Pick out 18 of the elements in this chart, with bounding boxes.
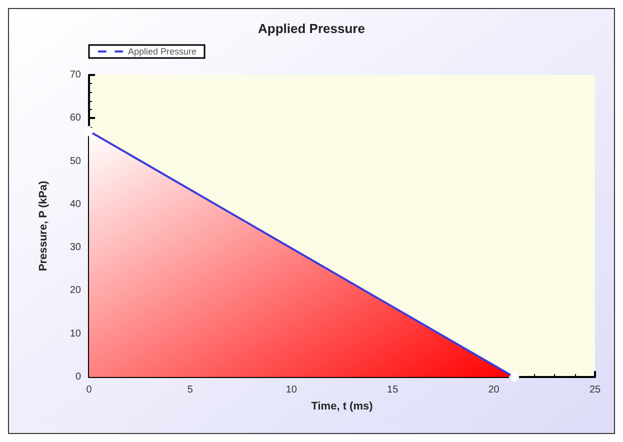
y-tick-label: 10	[70, 328, 82, 340]
x-tick-label: 0	[86, 384, 92, 396]
x-tick-label: 15	[387, 384, 399, 396]
y-tick-label: 50	[70, 156, 82, 167]
x-tick-label: 25	[589, 384, 601, 396]
x-tick-label: 10	[286, 384, 298, 396]
y-tick-label: 20	[70, 285, 82, 296]
y-tick-label: 60	[70, 112, 82, 124]
y-axis-title: Pressure, P (kPa)	[38, 180, 50, 272]
legend-label: Applied Pressure	[128, 46, 197, 56]
chart-title: Applied Pressure	[258, 21, 365, 36]
y-tick-label: 0	[75, 372, 82, 382]
x-tick-label: 20	[488, 384, 500, 396]
x-tick-label: 5	[187, 384, 194, 396]
x-axis-title: Time, t (ms)	[311, 400, 374, 412]
y-tick-label: 70	[70, 70, 82, 80]
y-tick-label: 30	[70, 242, 82, 254]
y-tick-label: 40	[70, 198, 82, 210]
